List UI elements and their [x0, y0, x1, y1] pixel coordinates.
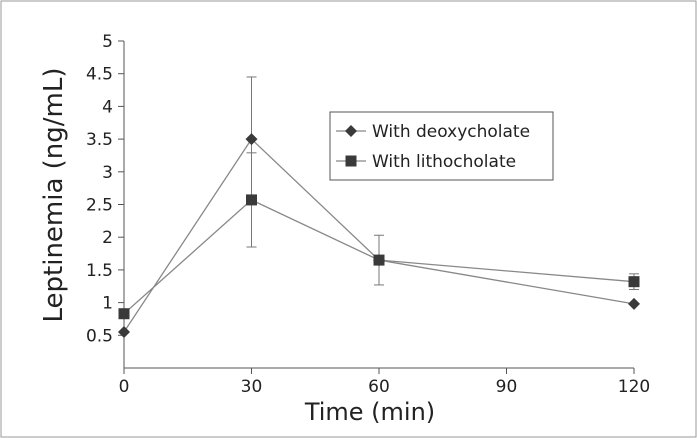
diamond-marker: [118, 326, 130, 339]
y-tick-label: 3.5: [86, 130, 113, 150]
legend: With deoxycholate With lithocholate: [329, 111, 554, 181]
series-lines: [123, 138, 635, 333]
x-axis-title: Time (min): [304, 398, 435, 426]
y-tick-label: 2: [102, 228, 113, 248]
error-bars: [246, 76, 639, 291]
y-axis-title: Leptinemia (ng/mL): [39, 67, 69, 322]
y-tick-label: 2.5: [86, 196, 113, 216]
x-tick-label: 0: [119, 377, 130, 397]
y-tick-label: 4.5: [86, 65, 113, 85]
square-marker: [628, 276, 640, 288]
legend-square-icon: [345, 155, 357, 167]
square-marker: [373, 254, 385, 266]
legend-box: [329, 111, 554, 181]
x-tick-label: 30: [241, 377, 263, 397]
y-tick-label: 1: [102, 294, 113, 314]
diamond-marker: [628, 297, 640, 310]
series-line-2: [123, 199, 635, 315]
axes: 0.5 1 1.5 2 2.5 3 3.5 4 4.5 5 0 30 60 90 120: [86, 32, 650, 397]
y-tick-label: 0.5: [86, 326, 113, 346]
y-tick-label: 3: [102, 163, 113, 183]
series-line-1: [123, 138, 635, 333]
y-tick-label: 4: [102, 97, 113, 117]
y-tick-label: 5: [102, 32, 113, 52]
legend-diamond-icon: [345, 125, 357, 137]
square-marker: [246, 194, 257, 206]
x-tick-label: 120: [618, 377, 650, 397]
y-tick-label: 1.5: [86, 261, 113, 281]
x-tick-label: 60: [368, 377, 390, 397]
legend-label: With deoxycholate: [372, 122, 530, 142]
data-markers: [118, 133, 640, 339]
diamond-marker: [245, 133, 258, 146]
legend-label: With lithocholate: [372, 152, 516, 172]
x-tick-label: 90: [496, 377, 518, 397]
square-marker: [118, 308, 130, 320]
